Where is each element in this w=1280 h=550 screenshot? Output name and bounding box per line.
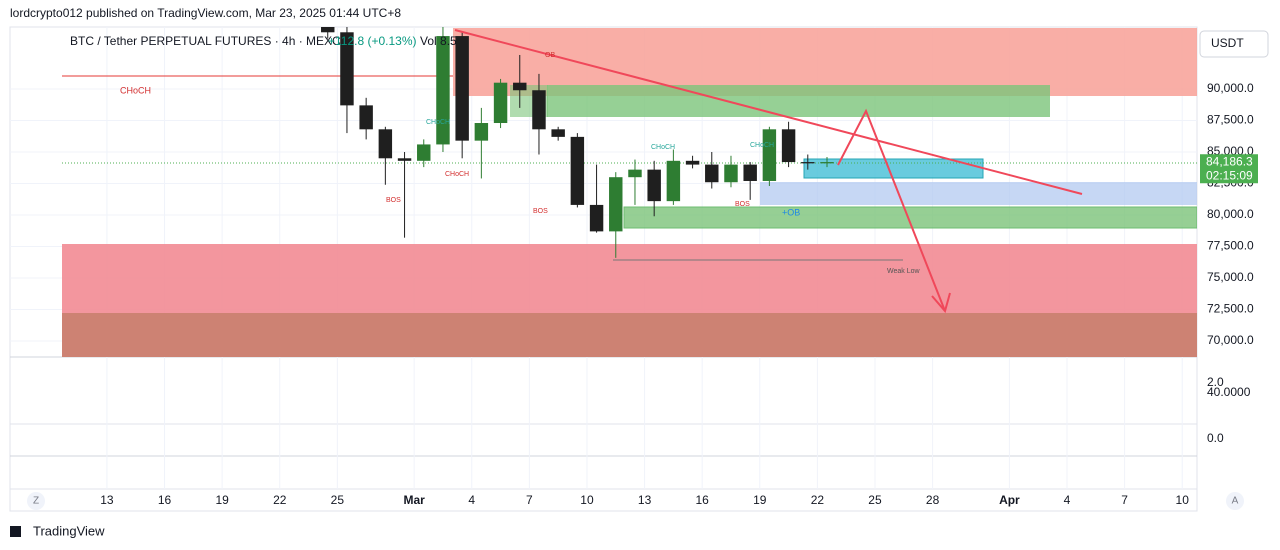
y-tick-label: 87,500.0	[1207, 113, 1254, 127]
candle-body	[493, 82, 508, 124]
candle-body	[340, 32, 354, 106]
x-tick-label: 28	[926, 493, 940, 507]
x-tick-label: 25	[868, 493, 882, 507]
x-tick-label: 16	[158, 493, 172, 507]
y-tick-label: 72,500.0	[1207, 302, 1254, 316]
projection-arrow	[837, 108, 946, 312]
candle-body	[762, 129, 777, 181]
candle-body	[609, 177, 623, 232]
currency[interactable]: USDT	[1211, 36, 1244, 50]
candle-body	[820, 162, 834, 164]
change: +112.8 (+0.13%)	[328, 34, 417, 48]
x-tick-label: 19	[753, 493, 767, 507]
x-tick-label: 19	[215, 493, 229, 507]
annotation: +OB	[782, 207, 800, 217]
zones	[62, 28, 1197, 357]
candle-body	[685, 160, 700, 165]
x-tick-label: 16	[695, 493, 709, 507]
candle-body	[455, 36, 469, 141]
x-tick-label: 22	[273, 493, 287, 507]
candle-body	[666, 160, 681, 202]
annotation: CHoCH	[750, 142, 774, 149]
y-tick-label: 80,000.0	[1207, 207, 1254, 221]
last-price: 84,186.3	[1206, 154, 1253, 168]
candle-body	[570, 136, 585, 205]
order-block	[760, 182, 1197, 205]
annotation: CHoCH	[120, 85, 151, 95]
annotation: CHoCH	[651, 144, 675, 151]
candle-body	[551, 129, 565, 137]
candle-body	[781, 129, 796, 163]
x-tick-label: Mar	[403, 493, 425, 507]
x-tick-label: 22	[811, 493, 825, 507]
candle-body	[397, 158, 412, 161]
y-tick-label: 77,500.0	[1207, 239, 1254, 253]
candle-body	[724, 164, 738, 183]
annotation: CHoCH	[445, 171, 469, 178]
y-tick-label: 70,000.0	[1207, 333, 1254, 347]
zoom-button[interactable]	[27, 492, 45, 510]
candle-body	[436, 36, 450, 145]
annotation: Weak Low	[887, 268, 920, 275]
x-tick-label: 10	[580, 493, 594, 507]
annotation: OB	[545, 52, 555, 59]
volume-tick: 2.0	[1207, 375, 1224, 389]
candle-body	[743, 164, 757, 181]
candle-body	[474, 123, 489, 141]
y-tick-label: 75,000.0	[1207, 270, 1254, 284]
x-tick-label: 4	[1064, 493, 1071, 507]
x-tick-label: Apr	[999, 493, 1020, 507]
auto-button-label[interactable]: A	[1232, 496, 1239, 507]
auto-button[interactable]	[1226, 492, 1244, 510]
zoom-button-label[interactable]: Z	[33, 496, 39, 507]
x-tick-label: 7	[1121, 493, 1128, 507]
annotation: BOS	[735, 201, 750, 208]
candle-body	[801, 162, 815, 164]
trend-line	[454, 29, 1083, 195]
candle-body	[532, 90, 546, 130]
candle-body	[321, 27, 335, 33]
volume-tick: 0.0	[1207, 431, 1224, 445]
y-tick-label: 90,000.0	[1207, 81, 1254, 95]
annotation: CHoCH	[426, 119, 450, 126]
supply-zone	[62, 313, 1197, 357]
x-tick-label: 10	[1176, 493, 1190, 507]
symbol: BTC / Tether PERPETUAL FUTURES · 4h · ME…	[70, 34, 341, 48]
annotation: BOS	[386, 197, 401, 204]
candle-body	[513, 82, 527, 91]
annotation: BOS	[533, 208, 548, 215]
volume-tick: 40.0000	[1207, 385, 1251, 399]
currency-button[interactable]	[1199, 30, 1269, 58]
candle-body	[705, 164, 719, 183]
x-tick-label: 13	[638, 493, 652, 507]
demand-zone	[547, 85, 1050, 117]
last-price-tag	[1200, 154, 1258, 184]
candle-body	[378, 129, 393, 159]
x-tick-label: 7	[526, 493, 533, 507]
demand-zone	[623, 206, 1197, 229]
countdown: 02:15:09	[1206, 168, 1253, 182]
arrow-head	[931, 292, 951, 314]
x-tick-label: 25	[331, 493, 345, 507]
candle-body	[647, 169, 661, 202]
logo	[10, 526, 21, 537]
x-tick-label: 4	[468, 493, 475, 507]
publisher: lordcrypto012 published on TradingView.c…	[10, 6, 401, 20]
volume-label: Vol 8.5	[420, 34, 457, 48]
brand: TradingView	[33, 523, 105, 538]
candle-body	[589, 204, 604, 232]
x-tick-label: 13	[100, 493, 114, 507]
candle-body	[417, 144, 431, 161]
candle-body	[359, 105, 373, 130]
candle-body	[628, 169, 642, 178]
drawings	[454, 29, 1083, 314]
